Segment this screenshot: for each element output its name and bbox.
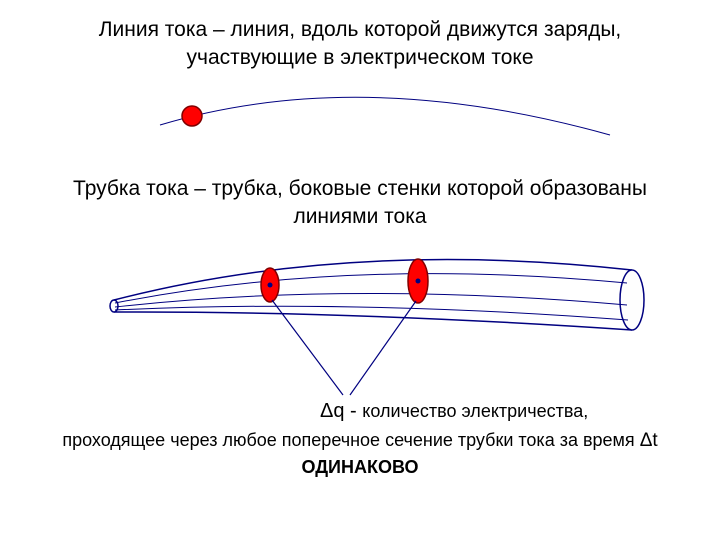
pointer-line-2 xyxy=(350,301,416,395)
dq-symbol: Δq xyxy=(320,400,344,422)
cross-section-1-dot xyxy=(268,283,273,288)
cross-section-2-dot xyxy=(416,279,421,284)
tube-inner-line-1 xyxy=(115,274,627,303)
title-current-tube: Трубка тока – трубка, боковые стенки кот… xyxy=(30,175,690,232)
dq-dash: - xyxy=(344,400,362,422)
tube-inner-line-3 xyxy=(115,306,628,320)
charge-dot-icon xyxy=(182,106,202,126)
title-current-line: Линия тока – линия, вдоль которой движут… xyxy=(40,16,680,73)
bottom-dt: Δt xyxy=(640,430,658,451)
dq-text: количество электричества, xyxy=(362,401,588,421)
title2-line1: Трубка тока – трубка, боковые стенки кот… xyxy=(73,177,647,200)
title2-line2: линиями тока xyxy=(293,205,426,228)
title1-line1: Линия тока – линия, вдоль которой движут… xyxy=(99,18,622,41)
bottom-line1: проходящее через любое поперечное сечени… xyxy=(62,430,639,450)
diagram-current-tube xyxy=(100,245,660,415)
diagram-current-line xyxy=(100,80,620,150)
tube-inner-line-2 xyxy=(115,293,627,307)
tube-right-end xyxy=(620,270,644,330)
dq-label: Δq - количество электричества, xyxy=(320,400,700,423)
current-line-path xyxy=(160,97,610,135)
bottom-text: проходящее через любое поперечное сечени… xyxy=(20,428,700,480)
bottom-line2: ОДИНАКОВО xyxy=(301,457,418,477)
title1-line2: участвующие в электрическом токе xyxy=(187,46,534,69)
